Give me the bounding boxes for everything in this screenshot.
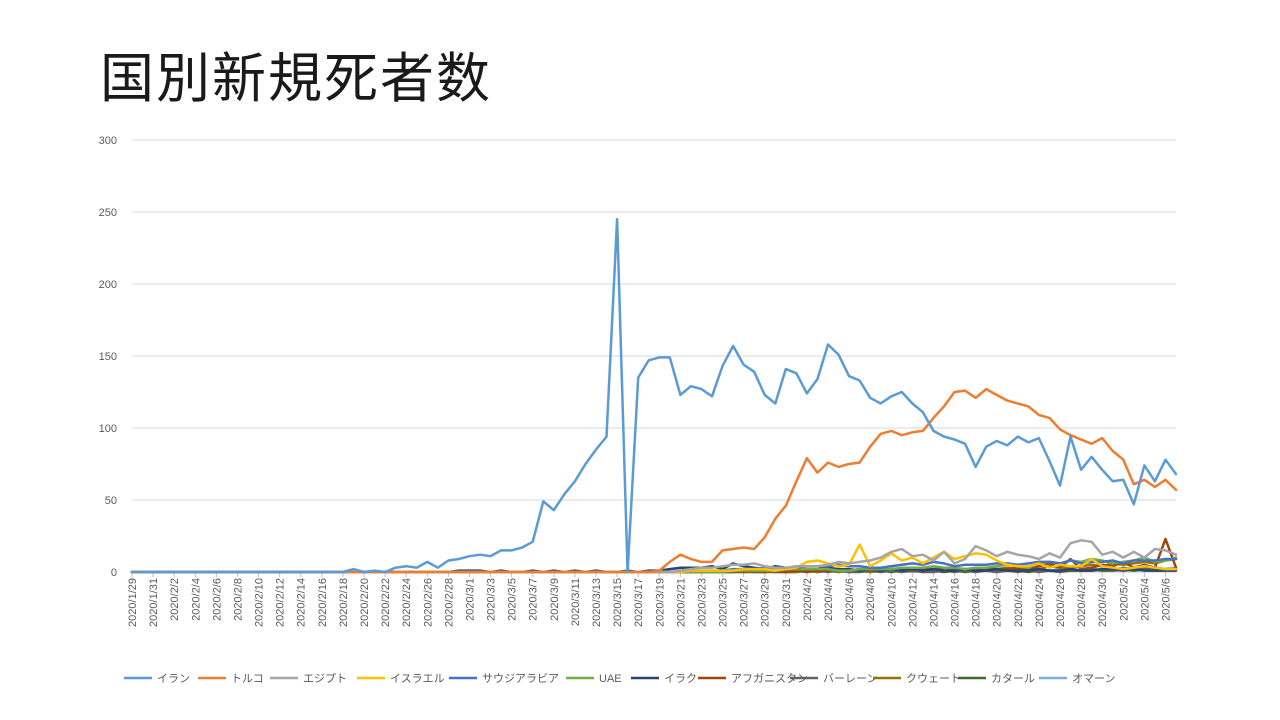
x-tick-label: 2020/4/24 — [1034, 578, 1046, 627]
x-tick-label: 2020/3/29 — [760, 578, 772, 627]
x-tick-label: 2020/4/14 — [928, 578, 940, 627]
legend: イラン トルコ エジプト イスラエル サウジアラビア UAE イラク アフガニスタン バーレーン… — [124, 672, 1115, 685]
x-tick-label: 2020/4/22 — [1013, 578, 1025, 627]
legend-label: バーレーン — [823, 672, 877, 685]
x-tick-label: 2020/4/12 — [907, 578, 919, 627]
y-tick-label: 150 — [99, 351, 117, 363]
x-tick-label: 2020/4/26 — [1055, 578, 1067, 627]
x-tick-label: 2020/3/11 — [570, 578, 582, 626]
x-tick-label: 2020/2/4 — [190, 578, 202, 621]
x-tick-label: 2020/4/10 — [886, 578, 898, 627]
x-axis: 2020/1/29 2020/1/31 2020/2/2 2020/2/4 2020/2… — [127, 571, 1176, 627]
x-tick-label: 2020/2/10 — [254, 578, 266, 627]
x-tick-label: 2020/2/6 — [211, 578, 223, 621]
x-tick-label: 2020/1/29 — [127, 578, 139, 627]
x-tick-label: 2020/1/31 — [148, 578, 160, 627]
chart-gridlines — [132, 139, 1176, 573]
x-tick-label: 2020/2/16 — [317, 578, 329, 627]
x-tick-label: 2020/4/20 — [992, 578, 1004, 627]
x-tick-label: 2020/4/4 — [823, 578, 835, 621]
x-tick-label: 2020/3/9 — [549, 578, 561, 621]
x-tick-label: 2020/3/23 — [696, 578, 708, 627]
legend-label: UAE — [599, 673, 622, 685]
y-axis: 0 50 100 150 200 250 300 — [99, 135, 117, 579]
x-tick-label: 2020/3/31 — [781, 578, 793, 627]
x-tick-label: 2020/2/12 — [275, 578, 287, 627]
x-tick-label: 2020/5/4 — [1139, 578, 1151, 621]
y-tick-label: 300 — [99, 135, 117, 147]
slide-title: 国別新規死者数 — [100, 47, 492, 110]
y-tick-label: 100 — [99, 423, 117, 435]
series-line — [130, 387, 1178, 574]
x-tick-label: 2020/5/2 — [1118, 578, 1130, 621]
x-tick-label: 2020/3/13 — [591, 578, 603, 627]
x-tick-label: 2020/2/20 — [359, 578, 371, 627]
x-tick-label: 2020/2/8 — [232, 578, 244, 621]
x-tick-label: 2020/3/1 — [464, 578, 476, 621]
y-tick-label: 0 — [111, 567, 117, 579]
legend-label: アフガニスタン — [731, 672, 808, 685]
legend-label: エジプト — [303, 672, 347, 685]
x-tick-label: 2020/3/17 — [633, 578, 645, 627]
x-tick-label: 2020/2/18 — [338, 578, 350, 627]
legend-label: オマーン — [1072, 672, 1115, 685]
x-tick-label: 2020/3/7 — [528, 578, 540, 621]
x-tick-label: 2020/3/21 — [675, 578, 687, 627]
x-tick-label: 2020/4/2 — [802, 578, 814, 621]
x-tick-label: 2020/5/6 — [1160, 578, 1172, 621]
x-tick-label: 2020/3/19 — [654, 578, 666, 627]
x-tick-label: 2020/2/22 — [380, 578, 392, 627]
x-tick-label: 2020/4/18 — [971, 578, 983, 627]
legend-label: イラン — [157, 673, 190, 685]
y-tick-label: 200 — [99, 279, 117, 291]
legend-label: クウェート — [906, 672, 961, 685]
x-tick-label: 2020/2/14 — [296, 578, 308, 627]
x-tick-label: 2020/4/28 — [1076, 578, 1088, 627]
y-tick-label: 50 — [105, 495, 117, 507]
x-tick-label: 2020/2/28 — [443, 578, 455, 627]
x-tick-label: 2020/3/5 — [507, 578, 519, 621]
x-tick-label: 2020/4/8 — [865, 578, 877, 621]
legend-label: イラク — [664, 672, 697, 685]
x-tick-label: 2020/3/25 — [718, 578, 730, 627]
x-tick-label: 2020/2/26 — [422, 578, 434, 627]
legend-label: サウジアラビア — [482, 672, 559, 685]
x-tick-label: 2020/2/2 — [169, 578, 181, 621]
x-tick-label: 2020/3/3 — [486, 578, 498, 621]
plot-area — [130, 217, 1178, 574]
x-tick-label: 2020/4/30 — [1097, 578, 1109, 627]
x-tick-label: 2020/3/15 — [612, 578, 624, 627]
legend-label: カタール — [991, 672, 1035, 685]
x-tick-label: 2020/2/24 — [401, 578, 413, 627]
series-line — [130, 217, 1178, 574]
legend-label: トルコ — [231, 673, 264, 685]
x-tick-label: 2020/3/27 — [739, 578, 751, 627]
legend-label: イスラエル — [390, 673, 445, 685]
y-tick-label: 250 — [99, 207, 117, 219]
x-tick-label: 2020/4/16 — [950, 578, 962, 627]
x-tick-label: 2020/4/6 — [844, 578, 856, 621]
